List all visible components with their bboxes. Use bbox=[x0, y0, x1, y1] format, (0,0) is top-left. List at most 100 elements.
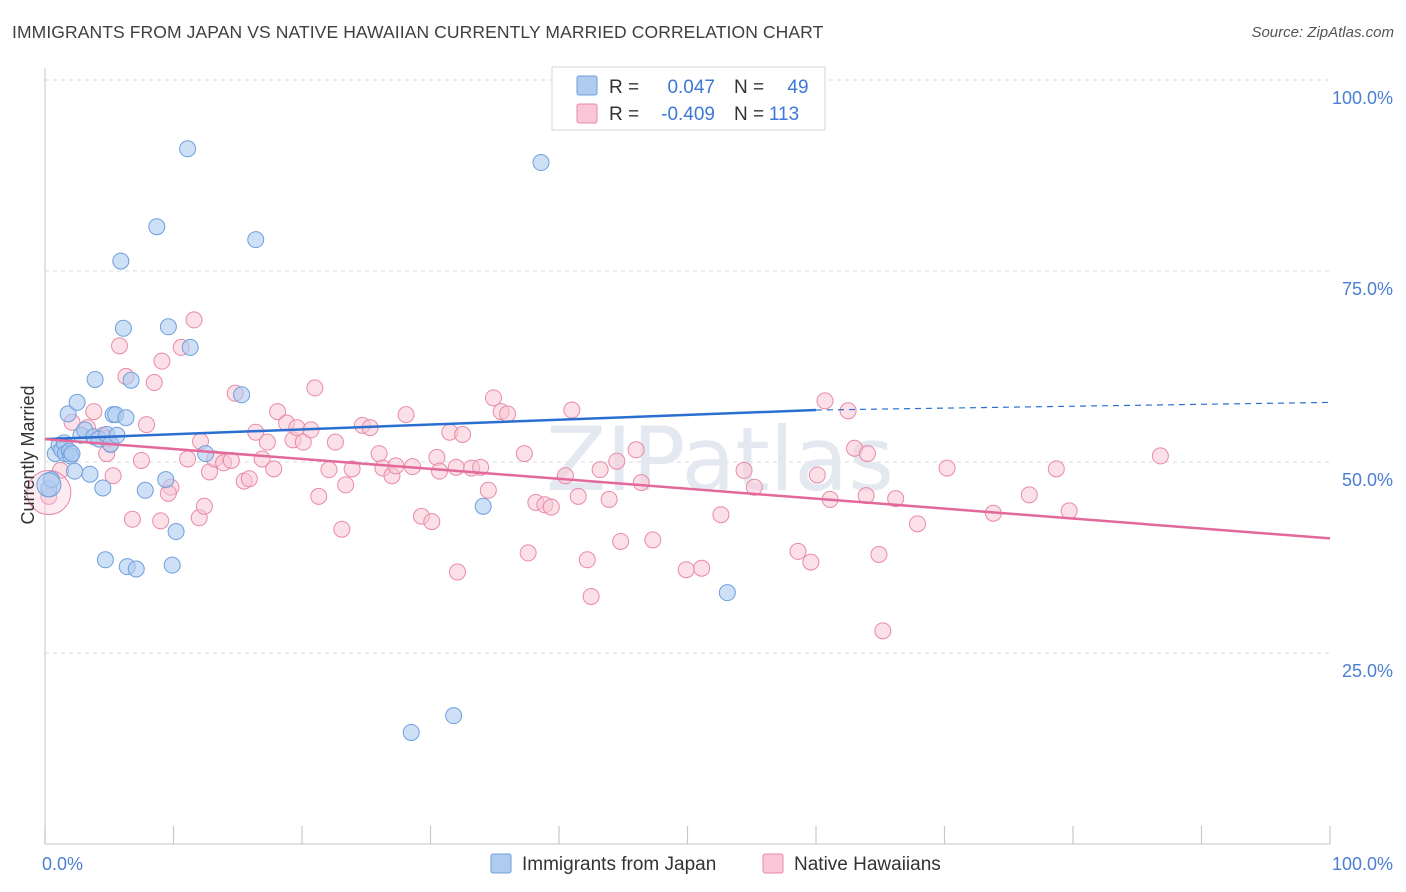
y-tick-label: 50.0% bbox=[1342, 470, 1393, 490]
legend-swatch-japan bbox=[576, 75, 598, 96]
source-label: Source: ZipAtlas.com bbox=[1251, 24, 1394, 41]
bottom-legend-swatch-japan bbox=[490, 853, 512, 874]
data-point-native-hawaiians bbox=[370, 445, 388, 463]
data-point-immigrants-from-japan bbox=[445, 707, 463, 725]
data-point-immigrants-from-japan bbox=[112, 252, 130, 270]
data-point-native-hawaiians bbox=[1060, 502, 1078, 520]
data-point-immigrants-from-japan bbox=[66, 462, 84, 480]
x-tick-label: 0.0% bbox=[42, 854, 83, 874]
data-point-native-hawaiians bbox=[644, 531, 662, 549]
data-point-immigrants-from-japan bbox=[117, 409, 135, 427]
y-tick-label: 100.0% bbox=[1332, 88, 1393, 108]
data-point-native-hawaiians bbox=[269, 403, 287, 421]
data-point-native-hawaiians bbox=[887, 490, 905, 508]
data-point-native-hawaiians bbox=[1047, 460, 1065, 478]
data-point-native-hawaiians bbox=[484, 389, 502, 407]
data-point-native-hawaiians bbox=[608, 452, 626, 470]
data-point-native-hawaiians bbox=[306, 379, 324, 397]
data-point-native-hawaiians bbox=[185, 311, 203, 329]
data-point-immigrants-from-japan bbox=[159, 318, 177, 336]
series-immigrants-from-japan bbox=[36, 71, 736, 741]
data-point-native-hawaiians bbox=[582, 587, 600, 605]
data-point-native-hawaiians bbox=[423, 513, 441, 531]
data-point-native-hawaiians bbox=[104, 467, 122, 485]
data-point-native-hawaiians bbox=[85, 403, 103, 421]
series-legend: Immigrants from Japan Native Hawaiians bbox=[490, 853, 941, 875]
data-point-native-hawaiians bbox=[179, 450, 197, 468]
data-point-immigrants-from-japan bbox=[136, 481, 154, 499]
data-point-immigrants-from-japan bbox=[532, 154, 550, 172]
legend-n-value: 49 bbox=[787, 77, 808, 98]
data-point-native-hawaiians bbox=[337, 476, 355, 494]
bottom-legend-label-hawaii: Native Hawaiians bbox=[794, 854, 941, 875]
data-point-native-hawaiians bbox=[1151, 447, 1169, 465]
data-point-immigrants-from-japan bbox=[94, 479, 112, 497]
data-point-immigrants-from-japan bbox=[402, 723, 420, 741]
y-tick-label: 25.0% bbox=[1342, 661, 1393, 681]
data-point-immigrants-from-japan bbox=[157, 471, 175, 489]
watermark: ZIPatlas bbox=[546, 408, 894, 511]
data-point-native-hawaiians bbox=[612, 532, 630, 550]
data-point-native-hawaiians bbox=[288, 419, 306, 437]
bottom-legend-swatch-hawaii bbox=[762, 853, 784, 874]
data-point-immigrants-from-japan bbox=[167, 523, 185, 541]
data-point-native-hawaiians bbox=[858, 445, 876, 463]
data-point-native-hawaiians bbox=[240, 470, 258, 488]
data-point-native-hawaiians bbox=[578, 551, 596, 569]
data-point-native-hawaiians bbox=[195, 497, 213, 515]
trend-lines bbox=[44, 401, 1331, 540]
data-point-native-hawaiians bbox=[294, 433, 312, 451]
x-tick-labels: 0.0% 100.0% bbox=[42, 854, 1393, 874]
data-point-native-hawaiians bbox=[802, 553, 820, 571]
data-point-immigrants-from-japan bbox=[86, 370, 104, 388]
data-point-native-hawaiians bbox=[542, 498, 560, 516]
data-point-native-hawaiians bbox=[808, 466, 826, 484]
data-point-native-hawaiians bbox=[132, 451, 150, 469]
data-point-native-hawaiians bbox=[428, 448, 446, 466]
data-point-native-hawaiians bbox=[745, 478, 763, 496]
data-point-native-hawaiians bbox=[343, 460, 361, 478]
data-point-native-hawaiians bbox=[789, 542, 807, 560]
data-point-immigrants-from-japan bbox=[474, 497, 492, 515]
y-axis-label: Currently Married bbox=[18, 385, 38, 524]
data-point-native-hawaiians bbox=[145, 374, 163, 392]
data-point-native-hawaiians bbox=[712, 506, 730, 524]
data-point-immigrants-from-japan bbox=[148, 218, 166, 236]
data-point-native-hawaiians bbox=[632, 474, 650, 492]
data-point-native-hawaiians bbox=[159, 484, 177, 502]
data-point-immigrants-from-japan bbox=[81, 465, 99, 483]
trend-line-japan-extension bbox=[815, 401, 1331, 411]
bottom-legend-label-japan: Immigrants from Japan bbox=[522, 854, 716, 875]
data-point-immigrants-from-japan bbox=[59, 405, 77, 423]
data-point-native-hawaiians bbox=[326, 433, 344, 451]
data-point-immigrants-from-japan bbox=[96, 551, 114, 569]
data-point-native-hawaiians bbox=[138, 416, 156, 434]
legend-r-value: -0.409 bbox=[661, 104, 715, 125]
legend-r-label: R = bbox=[609, 77, 639, 98]
data-point-immigrants-from-japan bbox=[181, 338, 199, 356]
data-point-immigrants-from-japan bbox=[179, 140, 197, 158]
data-point-native-hawaiians bbox=[677, 561, 695, 579]
legend-n-value: 113 bbox=[769, 104, 799, 125]
data-point-immigrants-from-japan bbox=[114, 319, 132, 337]
data-point-native-hawaiians bbox=[320, 461, 338, 479]
data-point-native-hawaiians bbox=[499, 405, 517, 423]
data-point-native-hawaiians bbox=[258, 433, 276, 451]
series-native-hawaiians bbox=[26, 311, 1169, 640]
chart-title: IMMIGRANTS FROM JAPAN VS NATIVE HAWAIIAN… bbox=[12, 22, 824, 42]
data-point-native-hawaiians bbox=[600, 490, 618, 508]
data-point-native-hawaiians bbox=[627, 441, 645, 459]
correlation-legend: R = 0.047 N = 49 R = -0.409 N = 113 bbox=[551, 66, 826, 131]
legend-r-label: R = bbox=[609, 104, 639, 125]
data-point-immigrants-from-japan bbox=[197, 445, 215, 463]
data-point-native-hawaiians bbox=[938, 459, 956, 477]
data-point-native-hawaiians bbox=[870, 545, 888, 563]
data-point-native-hawaiians bbox=[735, 461, 753, 479]
data-point-immigrants-from-japan bbox=[163, 556, 181, 574]
trend-line-japan bbox=[44, 408, 817, 441]
data-point-native-hawaiians bbox=[569, 487, 587, 505]
data-point-immigrants-from-japan bbox=[127, 560, 145, 578]
data-point-immigrants-from-japan bbox=[718, 584, 736, 602]
legend-n-label: N = bbox=[734, 104, 764, 125]
